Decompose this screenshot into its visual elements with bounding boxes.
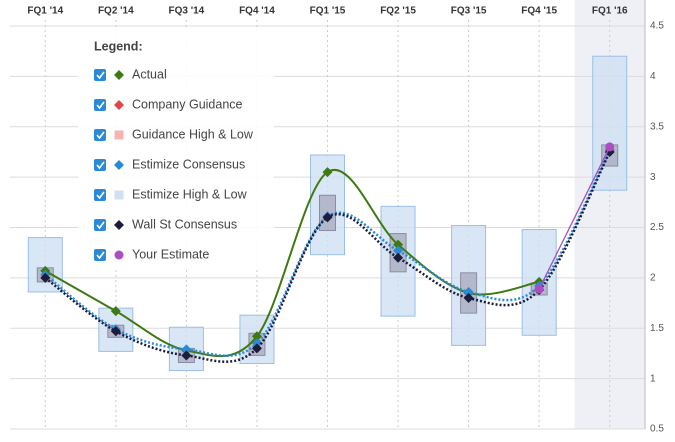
- point: [251, 343, 262, 354]
- x-tick-label: FQ2 '15: [380, 6, 416, 17]
- series-line: [538, 146, 611, 290]
- point: [251, 331, 262, 342]
- legend-swatch: [114, 100, 124, 110]
- x-tick-label: FQ2 '14: [98, 6, 134, 17]
- checkmark: [96, 101, 105, 110]
- legend-label: Actual: [132, 67, 167, 81]
- x-tick-label: FQ4 '14: [239, 6, 275, 17]
- x-tick-label: FQ1 '15: [310, 6, 346, 17]
- y-tick-label: 2.5: [650, 222, 664, 233]
- legend-label: Estimize High & Low: [132, 187, 248, 201]
- point: [463, 286, 474, 297]
- y-tick-label: 3: [650, 172, 656, 183]
- point: [605, 142, 615, 152]
- legend-swatch: [114, 130, 124, 140]
- legend-checkbox: [94, 219, 106, 231]
- point: [322, 167, 333, 178]
- legend-label: Guidance High & Low: [132, 127, 254, 141]
- series-line: [44, 149, 611, 357]
- checkmark: [96, 131, 105, 140]
- point: [110, 326, 121, 337]
- point: [393, 245, 404, 256]
- legend-label: Company Guidance: [132, 97, 243, 111]
- x-tick-label: FQ3 '14: [169, 6, 205, 17]
- x-tick-label: FQ1 '16: [592, 6, 628, 17]
- legend-checkbox: [94, 249, 106, 261]
- legend-checkbox: [94, 189, 106, 201]
- y-tick-label: 1: [650, 373, 656, 384]
- series-line: [44, 168, 540, 358]
- checkmark: [96, 221, 105, 230]
- point: [251, 338, 262, 349]
- point: [181, 344, 192, 355]
- legend-swatch: [114, 220, 124, 230]
- legend-label: Your Estimate: [132, 247, 209, 261]
- point: [181, 350, 192, 361]
- y-tick-label: 1.5: [650, 323, 664, 334]
- legend-checkbox: [94, 69, 106, 81]
- legend-box: [78, 30, 274, 270]
- legend-label: Estimize Consensus: [132, 157, 245, 171]
- legend-checkbox: [94, 99, 106, 111]
- y-tick-label: 2: [650, 273, 656, 284]
- point: [322, 212, 333, 223]
- legend-swatch: [114, 160, 124, 170]
- point: [534, 284, 544, 294]
- legend-checkbox: [94, 159, 106, 171]
- checkmark: [96, 71, 105, 80]
- point: [110, 306, 121, 317]
- checkmark: [96, 191, 105, 200]
- point: [463, 293, 474, 304]
- x-tick-label: FQ1 '14: [27, 6, 63, 17]
- x-tick-label: FQ3 '15: [451, 6, 487, 17]
- y-tick-label: 0.5: [650, 424, 664, 435]
- checkmark: [96, 161, 105, 170]
- checkmark: [96, 251, 105, 260]
- point: [393, 252, 404, 263]
- y-tick-label: 4: [650, 71, 656, 82]
- y-tick-label: 4.5: [650, 21, 664, 32]
- legend-swatch: [114, 70, 124, 80]
- legend-swatch: [114, 250, 124, 260]
- range-box: [592, 55, 628, 191]
- point: [40, 272, 51, 283]
- legend-checkbox: [94, 129, 106, 141]
- legend-label: Wall St Consensus: [132, 217, 237, 231]
- range-box: [27, 237, 63, 293]
- legend-title: Legend:: [94, 39, 143, 53]
- y-tick-label: 3.5: [650, 121, 664, 132]
- legend-swatch: [114, 190, 124, 200]
- point: [393, 239, 404, 250]
- x-tick-label: FQ4 '15: [521, 6, 557, 17]
